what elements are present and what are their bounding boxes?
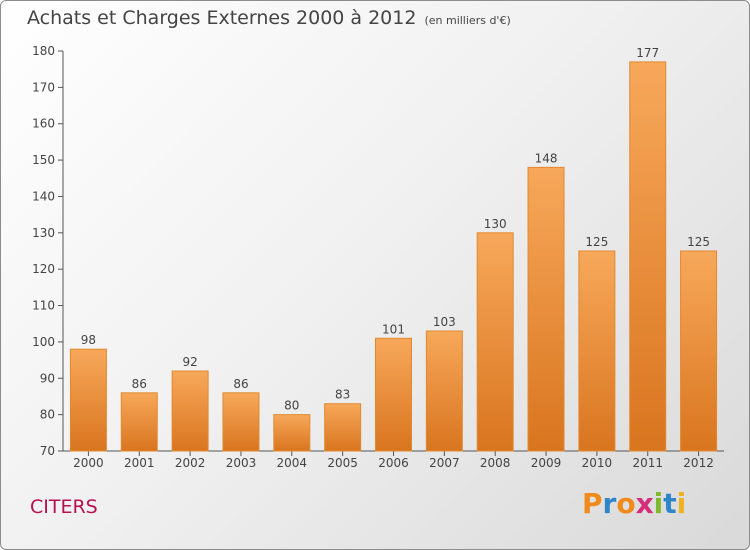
value-label-2010: 125	[585, 235, 608, 249]
logo-letter: t	[663, 487, 677, 520]
chart-title-block: Achats et Charges Externes 2000 à 2012 (e…	[27, 7, 511, 29]
bar-2008	[476, 232, 514, 452]
x-tick-label: 2009	[531, 456, 562, 470]
logo-letter: i	[676, 487, 687, 520]
bar-2000	[69, 348, 107, 452]
x-tick-label: 2008	[480, 456, 511, 470]
value-label-2005: 83	[335, 388, 350, 402]
x-tick-label: 2011	[632, 456, 663, 470]
y-tick-label: 120	[32, 262, 55, 276]
y-tick-label: 150	[32, 153, 55, 167]
value-label-2012: 125	[687, 235, 710, 249]
y-tick-label: 70	[40, 444, 55, 458]
bar-2001	[120, 392, 158, 452]
value-label-2000: 98	[81, 333, 96, 347]
value-label-2007: 103	[433, 315, 456, 329]
x-tick-label: 2004	[277, 456, 308, 470]
logo-letter: x	[635, 487, 654, 520]
bar-2003	[222, 392, 260, 452]
logo-letter: o	[616, 487, 636, 520]
y-tick-label: 180	[32, 44, 55, 58]
bar-2009	[527, 166, 565, 452]
logo-letter: P	[582, 487, 603, 520]
x-tick-label: 2005	[327, 456, 358, 470]
x-tick-label: 2007	[429, 456, 460, 470]
logo-letter: i	[653, 487, 664, 520]
commune-name: CITERS	[30, 496, 98, 518]
bar-2005	[324, 403, 362, 452]
y-tick-label: 80	[40, 408, 55, 422]
x-tick-label: 2002	[175, 456, 206, 470]
logo-letter: r	[602, 487, 617, 520]
y-tick-label: 90	[40, 371, 55, 385]
value-label-2009: 148	[535, 151, 558, 165]
y-tick-label: 110	[32, 299, 55, 313]
x-tick-label: 2001	[124, 456, 155, 470]
bar-2006	[375, 337, 412, 452]
y-tick-label: 100	[32, 335, 55, 349]
bar-2004	[273, 414, 311, 452]
y-tick-label: 130	[32, 226, 55, 240]
chart-unit: (en milliers d'€)	[424, 14, 511, 27]
bar-2011	[629, 61, 667, 452]
y-tick-label: 140	[32, 189, 55, 203]
x-tick-label: 2010	[582, 456, 613, 470]
value-label-2004: 80	[284, 399, 299, 413]
bar-2012	[680, 250, 718, 452]
y-tick-label: 170	[32, 80, 55, 94]
value-label-2003: 86	[233, 377, 248, 391]
bar-2010	[578, 250, 616, 452]
x-tick-label: 2012	[683, 456, 714, 470]
x-tick-label: 2000	[73, 456, 104, 470]
bars	[69, 61, 718, 452]
bar-2002	[171, 370, 209, 452]
y-tick-label: 160	[32, 117, 55, 131]
x-tick-label: 2003	[226, 456, 257, 470]
value-label-2011: 177	[636, 46, 659, 60]
bar-2007	[425, 330, 463, 452]
chart-title: Achats et Charges Externes 2000 à 2012	[27, 7, 417, 29]
value-label-2001: 86	[132, 377, 147, 391]
value-label-2006: 101	[382, 322, 405, 336]
value-label-2008: 130	[484, 217, 507, 231]
x-tick-label: 2006	[378, 456, 409, 470]
proxiti-logo: Proxiti	[582, 487, 686, 520]
data-labels: 98 86 92 86 80 83 101 103 130 148 125 177 125	[81, 46, 710, 413]
value-label-2002: 92	[182, 355, 197, 369]
